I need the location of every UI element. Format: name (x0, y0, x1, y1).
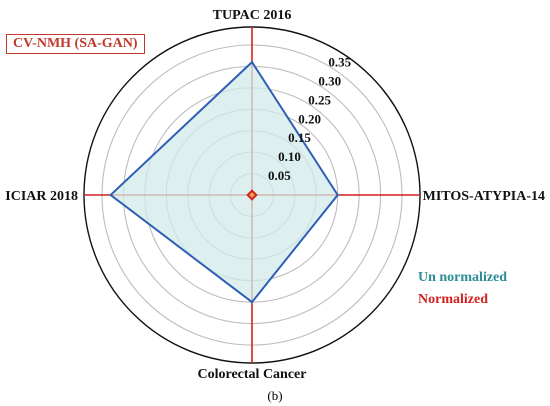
radial-tick-label: 0.30 (318, 73, 341, 88)
legend-normalized: Normalized (418, 292, 488, 307)
chart-title: CV-NMH (SA-GAN) (6, 34, 145, 54)
axis-labels: TUPAC 2016 MITOS-ATYPIA-14 Colorectal Canc… (5, 8, 545, 382)
series-point (336, 194, 339, 196)
radial-tick-label: 0.20 (298, 111, 321, 126)
series-point (251, 301, 253, 303)
radial-tick-label: 0.25 (308, 92, 331, 107)
radial-tick-label: 0.05 (268, 168, 291, 183)
axis-label: MITOS-ATYPIA-14 (423, 189, 545, 204)
radial-tick-labels: 0.05 0.10 0.15 0.20 0.25 0.30 0.35 (268, 55, 352, 184)
series-point (251, 61, 253, 63)
radar-series (109, 60, 339, 304)
legend-unnormalized: Un normalized (418, 270, 508, 285)
series-point (255, 194, 258, 196)
radial-tick-label: 0.35 (328, 55, 351, 70)
axis-label: TUPAC 2016 (213, 8, 292, 23)
axis-label: ICIAR 2018 (5, 189, 78, 204)
series-point (109, 194, 112, 196)
series-point (251, 189, 253, 192)
radial-tick-label: 0.10 (278, 149, 301, 164)
radial-tick-label: 0.15 (288, 130, 311, 145)
figure-caption: (b) (267, 388, 283, 403)
axis-label: Colorectal Cancer (198, 367, 307, 382)
series-point (246, 194, 249, 196)
series-point (251, 198, 253, 201)
